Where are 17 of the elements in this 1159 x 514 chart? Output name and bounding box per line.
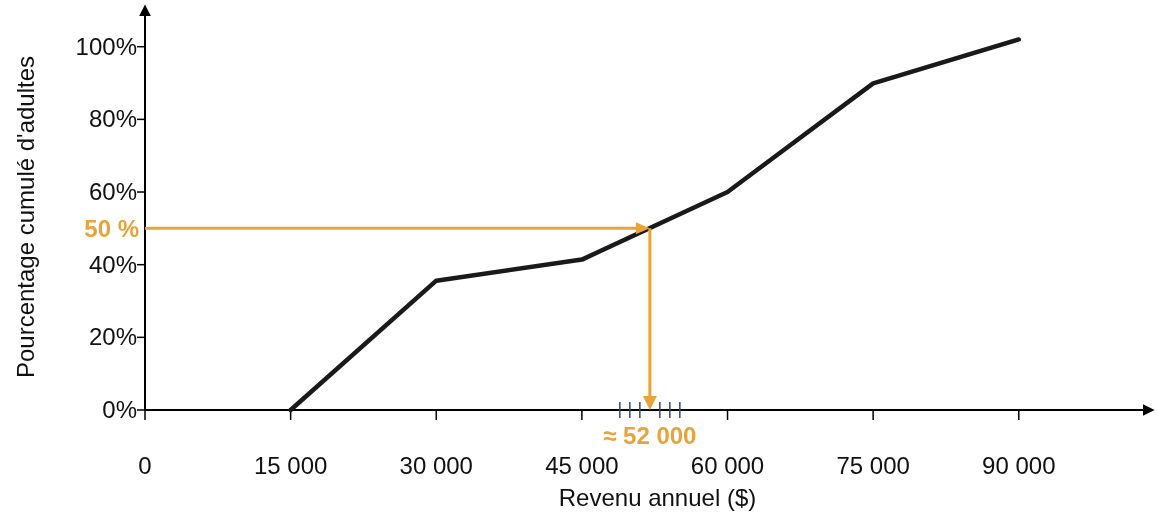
x-tick-label: 30 000 (399, 452, 473, 479)
y-tick-label: 80% (88, 105, 137, 133)
y-tick-label: 0% (102, 396, 137, 423)
x-tick-label: 60 000 (690, 452, 765, 479)
x-tick-label: 45 000 (545, 452, 619, 479)
x-tick-label: 90 000 (982, 452, 1056, 479)
ref-line-label: ≈ 52 000 (603, 422, 697, 449)
ref-line-label: 50 % (84, 215, 139, 243)
y-tick-label: 20% (88, 323, 137, 351)
y-tick-label: 100% (75, 32, 137, 60)
x-tick-label: 15 000 (253, 452, 328, 479)
x-axis-title: Revenu annuel ($) (558, 484, 757, 511)
y-tick-label: 60% (88, 178, 137, 206)
y-tick-label: 40% (88, 250, 137, 278)
x-tick-label: 75 000 (836, 452, 910, 479)
x-tick-label: 0 (138, 452, 152, 479)
y-axis-title: Pourcentage cumulé d'adultes (12, 55, 39, 379)
